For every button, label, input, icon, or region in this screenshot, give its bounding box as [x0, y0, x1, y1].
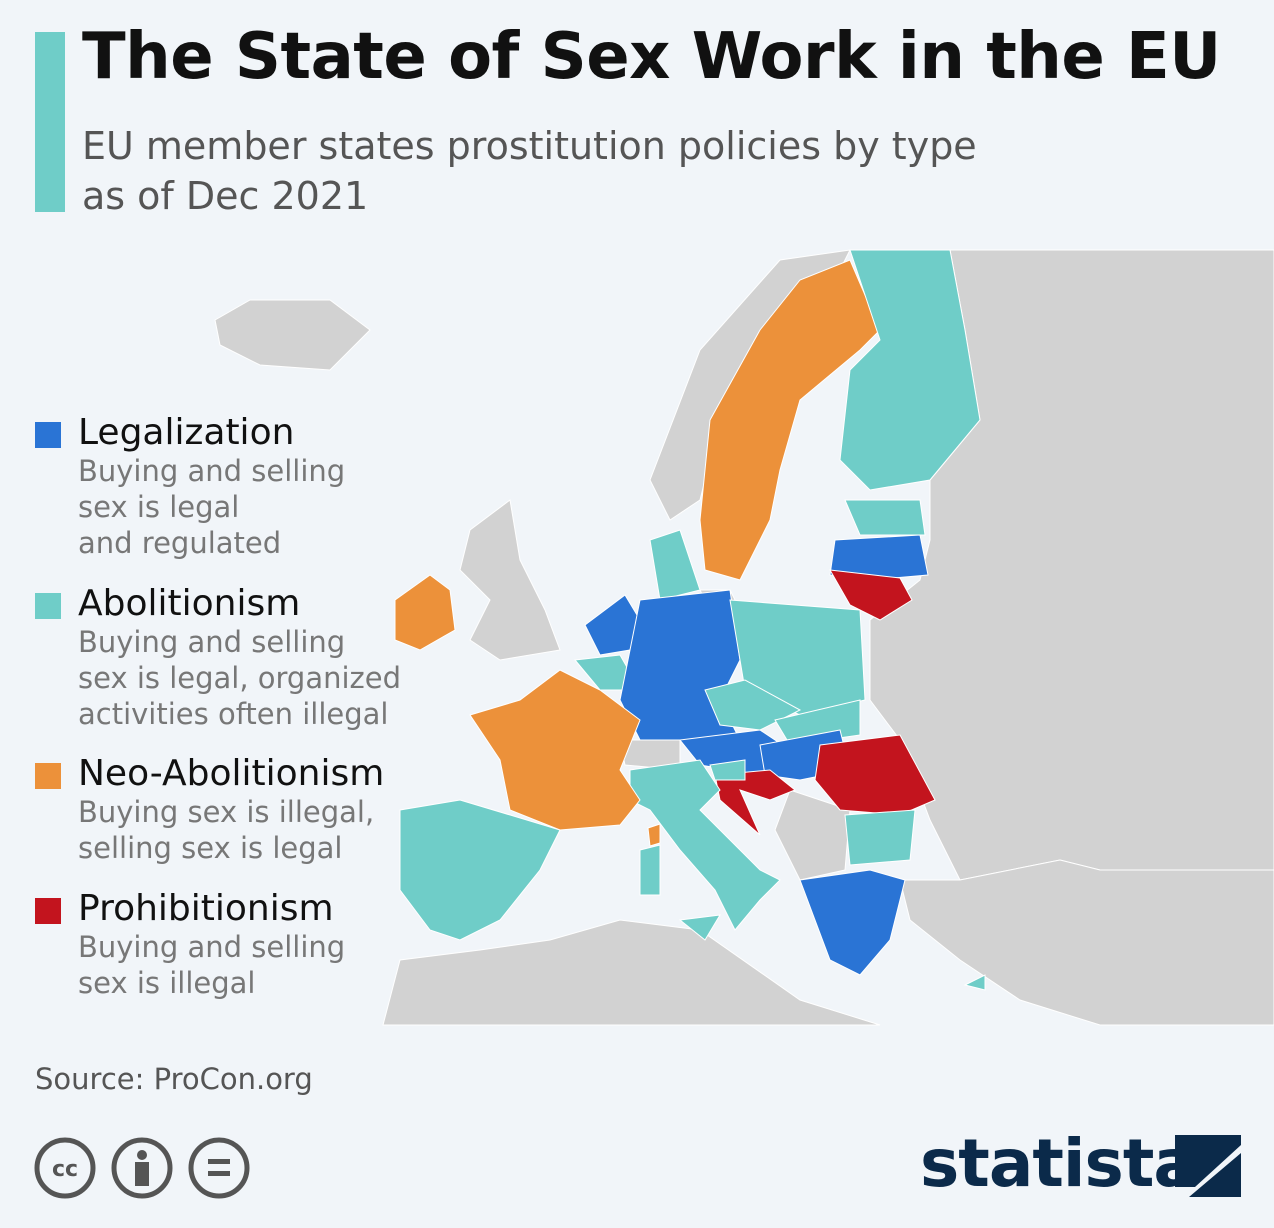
country — [639, 844, 661, 896]
legend-swatch — [35, 422, 61, 448]
legend-description: Buying sex is illegal, — [78, 795, 375, 829]
country — [699, 259, 881, 581]
legend-swatch — [35, 593, 61, 619]
accent-bar — [35, 32, 65, 212]
legend-description: selling sex is legal — [78, 831, 343, 865]
legend-description: sex is legal, organized — [78, 661, 402, 695]
country — [709, 759, 746, 781]
legend-swatch — [35, 763, 61, 789]
country — [839, 249, 981, 491]
land — [459, 499, 561, 661]
country — [647, 823, 661, 847]
land — [382, 919, 881, 1026]
subtitle: as of Dec 2021 — [82, 174, 369, 218]
legend-description: Buying and selling — [78, 625, 346, 659]
source: Source: ProCon.org — [35, 1062, 313, 1096]
legend-description: Buying and selling — [78, 930, 346, 964]
license-icons: cc — [34, 1137, 250, 1199]
country — [844, 499, 926, 536]
country — [678, 914, 721, 941]
legend-label: Legalization — [78, 412, 295, 453]
brand: statista — [920, 1125, 1198, 1202]
legend-label: Neo-Abolitionism — [78, 753, 385, 794]
svg-text:cc: cc — [52, 1157, 78, 1182]
brand-logo — [1175, 1135, 1241, 1197]
legend-description: activities often illegal — [78, 697, 389, 731]
legend-label: Prohibitionism — [78, 888, 334, 929]
country — [629, 759, 781, 931]
legend-swatch — [35, 898, 61, 924]
country — [649, 529, 701, 601]
legend-description: and regulated — [78, 526, 282, 560]
land — [214, 299, 371, 371]
subtitle: EU member states prostitution policies b… — [82, 124, 977, 168]
country — [799, 869, 906, 976]
country — [394, 574, 456, 651]
country — [844, 809, 916, 866]
legend-label: Abolitionism — [78, 583, 301, 624]
legend-description: sex is legal — [78, 490, 240, 524]
country — [714, 769, 796, 836]
country — [399, 799, 561, 941]
country — [963, 974, 986, 991]
title: The State of Sex Work in the EU — [82, 20, 1221, 94]
land — [899, 859, 1274, 1026]
country — [469, 669, 641, 831]
country — [829, 569, 913, 621]
legend-description: sex is illegal — [78, 966, 256, 1000]
legend-description: Buying and selling — [78, 454, 346, 488]
